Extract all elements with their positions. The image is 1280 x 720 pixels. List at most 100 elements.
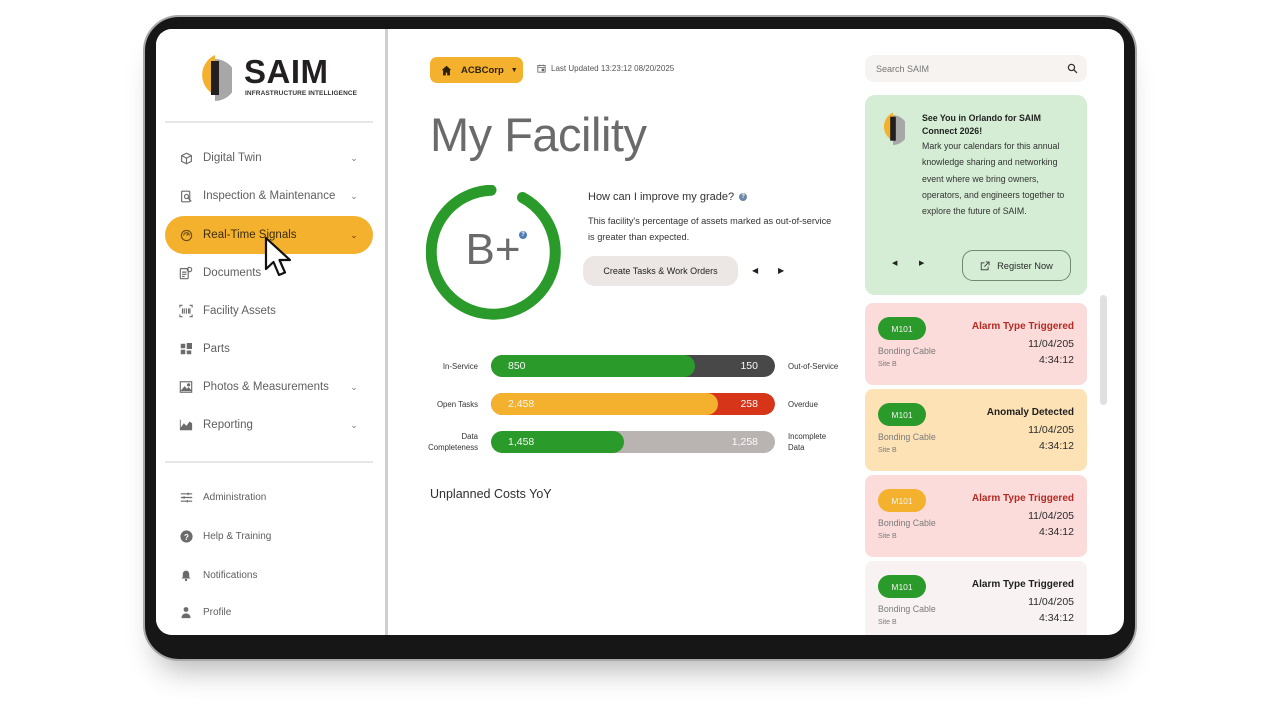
documents-icon xyxy=(179,266,193,280)
bar-value-right: 150 xyxy=(740,360,758,372)
asset-name: Bonding Cable xyxy=(878,432,936,442)
sidebar-item-label: Help & Training xyxy=(203,530,272,542)
sidebar-item-digital-twin[interactable]: Digital Twin ⌄ xyxy=(165,139,373,177)
register-now-button[interactable]: Register Now xyxy=(962,250,1071,281)
brand-tagline: INFRASTRUCTURE INTELLIGENCE xyxy=(245,90,358,97)
asset-name: Bonding Cable xyxy=(878,604,936,614)
sidebar-item-label: Photos & Measurements xyxy=(203,381,329,393)
grade-help-icon[interactable]: ? xyxy=(519,231,527,239)
alert-card[interactable]: M101 Bonding Cable Site B Alarm Type Tri… xyxy=(865,303,1087,385)
asset-site: Site B xyxy=(878,619,897,626)
help-circle-icon: ? xyxy=(179,529,193,543)
chart-area-icon xyxy=(179,418,193,432)
alert-date: 11/04/205 xyxy=(1028,338,1074,350)
sidebar-item-documents[interactable]: Documents xyxy=(165,254,373,292)
alert-card[interactable]: M101 Bonding Cable Site B Alarm Type Tri… xyxy=(865,475,1087,557)
bell-icon xyxy=(179,568,193,582)
sidebar-item-real-time-signals[interactable]: Real-Time Signals ⌄ xyxy=(165,216,373,254)
metric-bar-open-tasks: Open Tasks 2,458 258 Overdue xyxy=(391,393,861,417)
asset-name: Bonding Cable xyxy=(878,346,936,356)
sidebar-item-profile[interactable]: Profile xyxy=(165,598,373,626)
asset-site: Site B xyxy=(878,447,897,454)
sidebar-item-label: Notifications xyxy=(203,569,258,581)
stacked-bar: 2,458 258 xyxy=(491,393,775,415)
last-updated-text: Last Updated 13:23:12 08/20/2025 xyxy=(551,64,675,73)
sidebar-divider xyxy=(165,121,373,123)
home-icon xyxy=(441,65,452,75)
sidebar-item-help-training[interactable]: ? Help & Training xyxy=(165,522,373,550)
alert-card[interactable]: M101 Bonding Cable Site B Anomaly Detect… xyxy=(865,389,1087,471)
sidebar-item-label: Parts xyxy=(203,343,230,355)
metric-bar-in-service: In-Service 850 150 Out-of-Service xyxy=(391,355,861,379)
bar-right-label: Incomplete Data xyxy=(788,432,827,452)
alert-time: 4:34:12 xyxy=(1038,612,1074,624)
alert-date: 11/04/205 xyxy=(1028,424,1074,436)
grade-value: B+ xyxy=(465,225,521,274)
metric-bar-data-completeness: Data Completeness 1,458 1,258 Incomplete… xyxy=(391,431,861,455)
bar-value-right: 258 xyxy=(740,398,758,410)
right-panel: See You in Orlando for SAIM Connect 2026… xyxy=(865,29,1124,635)
stacked-bar: 1,458 1,258 xyxy=(491,431,775,453)
calendar-icon xyxy=(537,64,546,73)
register-now-label: Register Now xyxy=(997,260,1053,271)
alert-card[interactable]: M101 Bonding Cable Site B Alarm Type Tri… xyxy=(865,561,1087,635)
alert-time: 4:34:12 xyxy=(1038,526,1074,538)
bar-left-label: Data Completeness xyxy=(428,432,478,452)
alert-time: 4:34:12 xyxy=(1038,440,1074,452)
asset-site: Site B xyxy=(878,361,897,368)
sidebar-item-parts[interactable]: Parts xyxy=(165,330,373,368)
prev-tip-button[interactable]: ◀ xyxy=(752,266,759,275)
saim-logo[interactable]: SAIM INFRASTRUCTURE INTELLIGENCE xyxy=(198,51,357,103)
sidebar-item-label: Real-Time Signals xyxy=(203,229,297,241)
app-screen: SAIM INFRASTRUCTURE INTELLIGENCE Digital… xyxy=(156,29,1124,635)
bar-left-label: In-Service xyxy=(442,362,478,371)
bar-segment-in-service xyxy=(491,355,696,377)
improve-grade-heading: How can I improve my grade? ? xyxy=(588,191,748,203)
chevron-down-icon: ⌄ xyxy=(350,419,358,430)
alerts-scrollbar[interactable] xyxy=(1100,295,1107,405)
sidebar-item-administration[interactable]: Administration xyxy=(165,483,373,511)
unplanned-costs-title: Unplanned Costs YoY xyxy=(430,487,552,501)
gauge-icon xyxy=(179,228,193,242)
sidebar-item-notifications[interactable]: Notifications xyxy=(165,561,373,589)
sidebar-item-label: Reporting xyxy=(203,419,253,431)
person-icon xyxy=(179,605,193,619)
external-link-icon xyxy=(980,260,990,270)
sidebar-item-label: Profile xyxy=(203,606,232,618)
sidebar-item-photos-measurements[interactable]: Photos & Measurements ⌄ xyxy=(165,368,373,406)
org-selector-button[interactable]: ACBCorp ▼ xyxy=(430,57,523,83)
alert-type: Anomaly Detected xyxy=(986,407,1074,418)
asset-tag: M101 xyxy=(878,403,926,426)
alert-type: Alarm Type Triggered xyxy=(971,321,1074,332)
improve-grade-title: How can I improve my grade? xyxy=(588,191,735,203)
facility-grade-ring: B+ ? xyxy=(425,184,564,323)
search-icon[interactable] xyxy=(1067,63,1078,74)
asset-tag: M101 xyxy=(878,575,926,598)
chevron-down-icon: ⌄ xyxy=(350,229,358,240)
sidebar-item-reporting[interactable]: Reporting ⌄ xyxy=(165,406,373,444)
sidebar-item-inspection-maintenance[interactable]: Inspection & Maintenance ⌄ xyxy=(165,177,373,215)
search-input[interactable] xyxy=(876,63,1046,74)
sidebar-item-label: Facility Assets xyxy=(203,305,276,317)
bar-segment-open-tasks xyxy=(491,393,719,415)
bar-value-left: 1,458 xyxy=(508,436,535,448)
promo-title: See You in Orlando for SAIM Connect 2026… xyxy=(922,113,1041,136)
help-icon[interactable]: ? xyxy=(739,193,748,201)
bar-value-right: 1,258 xyxy=(731,436,758,448)
search-box xyxy=(865,55,1087,82)
org-name: ACBCorp xyxy=(461,64,504,76)
next-tip-button[interactable]: ▶ xyxy=(778,266,785,275)
bar-right-label: Overdue xyxy=(788,400,818,409)
promo-next-button[interactable]: ▶ xyxy=(919,260,925,267)
saim-logo-icon xyxy=(883,112,905,145)
sidebar-item-label: Administration xyxy=(203,491,267,503)
asset-tag: M101 xyxy=(878,489,926,512)
promo-prev-button[interactable]: ◀ xyxy=(892,260,898,267)
barcode-scan-icon xyxy=(179,304,193,318)
create-tasks-button[interactable]: Create Tasks & Work Orders xyxy=(583,256,738,286)
stacked-bar: 850 150 xyxy=(491,355,775,377)
sidebar-item-facility-assets[interactable]: Facility Assets xyxy=(165,292,373,330)
sliders-icon xyxy=(179,490,193,504)
chevron-down-icon: ⌄ xyxy=(350,152,358,163)
saim-logo-icon xyxy=(202,55,232,101)
